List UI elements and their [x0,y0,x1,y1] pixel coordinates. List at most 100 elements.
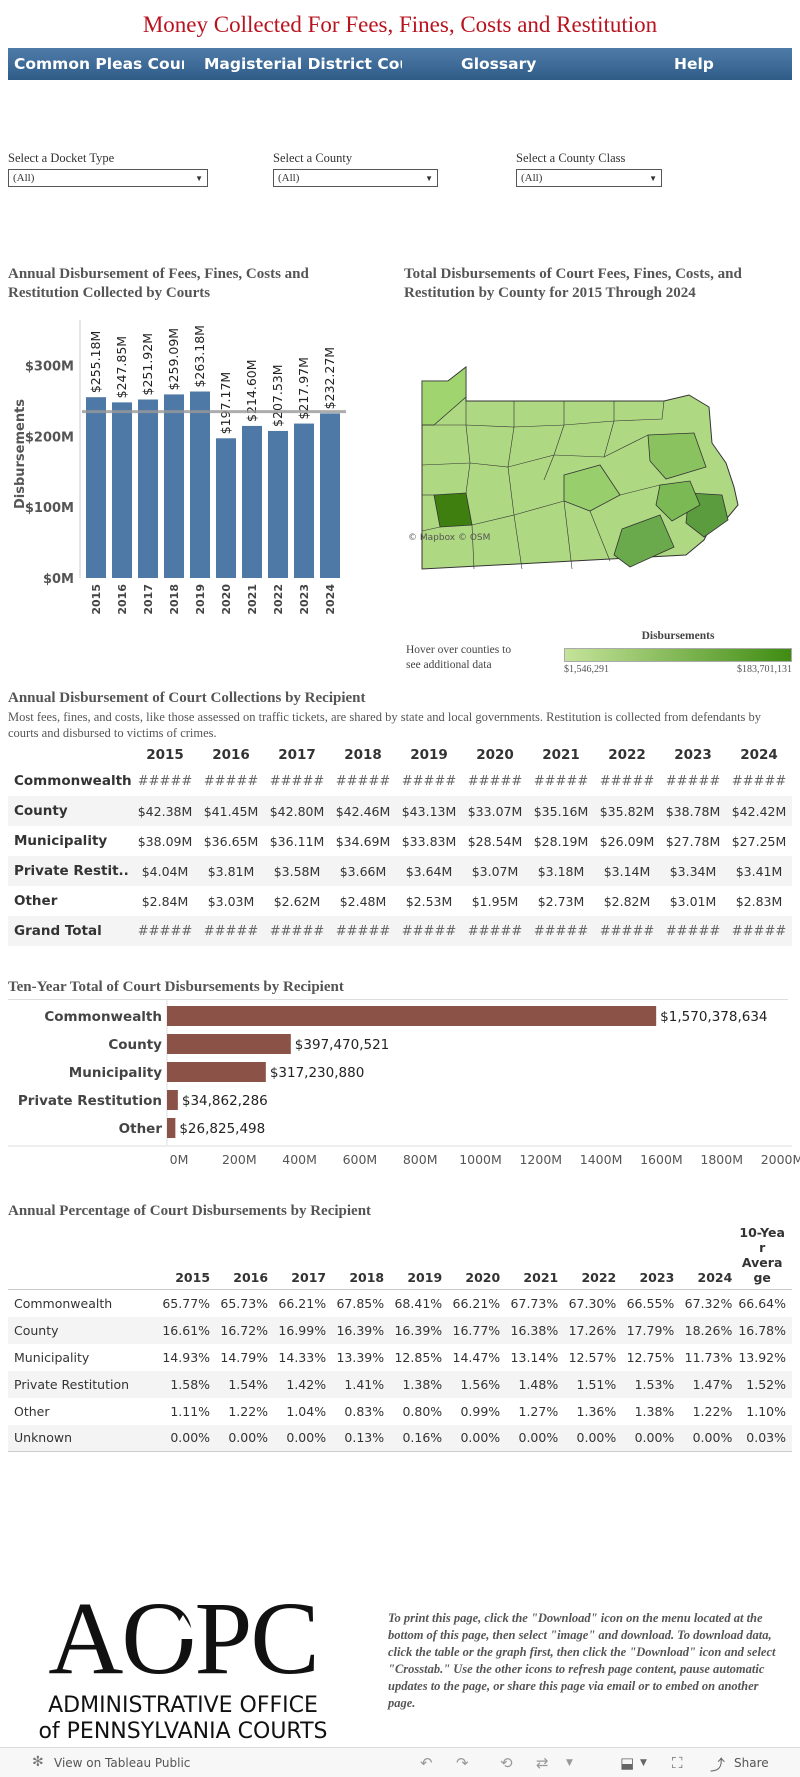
bar-private-restitution[interactable] [167,1090,178,1110]
pct-header: 2024 [697,1270,733,1285]
recipients-table[interactable]: 2015 2016 2017 2018 2019 2020 2021 2022 2023 2024… [8,744,792,946]
table-cell: 16.77% [448,1316,507,1344]
share-icon[interactable]: ⤴ [710,1756,726,1774]
redo-icon[interactable]: ↷ [456,1754,469,1772]
table-cell: $36.11M [269,833,325,849]
bar-2022[interactable] [268,430,288,578]
nav-common-pleas[interactable]: Common Pleas Courts [14,55,184,73]
tenyear-bar-chart[interactable]: Commonwealth $1,570,378,634 County $397,470… [0,1000,800,1172]
view-on-tableau-link[interactable]: View on Tableau Public [54,1756,191,1770]
category-label: Commonwealth [44,1009,162,1025]
table-row[interactable]: Unknown 0.00% 0.00% 0.00% 0.13% 0.16% 0.00% 0.0… [8,1424,792,1452]
bar-2024[interactable] [320,413,340,578]
table-row[interactable]: Commonwealth 65.77% 65.73% 66.21% 67.85% 68.4… [8,1289,792,1317]
bar-county[interactable] [167,1034,291,1054]
nav-glossary[interactable]: Glossary [461,55,537,73]
table-cell: $2.53M [405,893,453,909]
table-row[interactable]: County 16.61% 16.72% 16.99% 16.39% 16.39% 16.7… [8,1316,792,1344]
county-class-select[interactable]: (All) ▼ [516,169,662,187]
nav-magisterial-district[interactable]: Magisterial District Courts [204,55,402,73]
refresh-dropdown-icon[interactable]: ▼ [566,1758,573,1768]
docket-type-value: (All) [13,172,35,184]
table-cell: 1.38% [390,1370,449,1398]
bar-2015[interactable] [86,397,106,578]
download-dropdown-icon[interactable]: ▼ [640,1758,647,1768]
table-row[interactable]: Municipality $38.09M $36.65M $36.11M $34.69M… [8,826,792,856]
table-cell: 66.21% [278,1295,327,1311]
table-row[interactable]: Municipality 14.93% 14.79% 14.33% 13.39% 12.8… [8,1344,792,1371]
logo-triangle [168,1615,198,1639]
bar-value-label: $247.85M [114,336,129,398]
table-cell: 1.51% [564,1370,623,1398]
pct-header: 2017 [291,1270,327,1285]
download-icon[interactable]: ⬓ [620,1754,635,1772]
table-row[interactable]: Commonwealth ##### ##### ##### ##### ##### ###… [8,766,792,796]
table-row[interactable]: Private Restitution 1.58% 1.54% 1.42% 1.41% 1… [8,1370,792,1398]
county-berks-area[interactable] [655,480,701,522]
bar-municipality[interactable] [167,1062,266,1082]
county-central[interactable] [563,464,621,512]
bar-value-label: $217.97M [296,357,311,419]
bar-commonwealth[interactable] [167,1006,657,1026]
county-select[interactable]: (All) ▼ [273,169,438,187]
table-cell: 67.32% [684,1295,733,1311]
pct-header: 2020 [465,1270,501,1285]
share-button[interactable]: Share [734,1756,769,1770]
county-map[interactable]: © Mapbox © OSM [404,355,794,595]
year-header: 2015 [146,747,184,763]
table-cell: 0.80% [402,1403,443,1419]
year-header: 2017 [278,747,316,763]
recipients-description: Most fees, fines, and costs, like those … [8,710,762,740]
county-borders [421,400,665,570]
county-york-lancaster[interactable] [613,514,675,568]
nav-help[interactable]: Help [674,55,714,73]
table-cell: 16.38% [506,1316,565,1344]
bar-2017[interactable] [138,399,158,578]
county-luzerne-area[interactable] [647,432,707,480]
table-row[interactable]: County $42.38M $41.45M $42.80M $42.46M $43.13… [8,796,792,826]
table-cell: 16.99% [274,1316,333,1344]
table-cell: 11.73% [684,1349,733,1365]
table-cell: ##### [401,773,457,789]
table-row[interactable]: Other 1.11% 1.22% 1.04% 0.83% 0.80% 0.99% 1.27%… [8,1398,792,1425]
county-allegheny[interactable] [433,492,473,528]
table-row[interactable]: Other $2.84M $3.03M $2.62M $2.48M $2.53M $1.95… [8,886,792,916]
tableau-logo-icon: ✻ [32,1754,44,1770]
x-tick-label: 800M [403,1152,438,1167]
bar-2020[interactable] [216,438,236,578]
docket-type-select[interactable]: (All) ▼ [8,169,208,187]
revert-icon[interactable]: ⟲ [500,1754,513,1772]
logo-line2: of PENNSYLVANIA COURTS [38,1719,327,1740]
row-header: Commonwealth [14,773,132,789]
table-cell: $38.09M [137,833,193,849]
table-cell: 0.00% [622,1424,681,1452]
table-cell: 1.56% [448,1370,507,1398]
table-cell: $2.84M [141,893,189,909]
undo-icon[interactable]: ↶ [420,1754,433,1772]
table-row[interactable]: Grand Total ##### ##### ##### ##### ##### ####… [8,916,792,946]
table-cell: $3.01M [669,893,717,909]
year-header: 2016 [212,747,250,763]
table-row[interactable]: Private Restit.. $4.04M $3.81M $3.58M $3.66M… [8,856,792,886]
logo-line1: ADMINISTRATIVE OFFICE [48,1693,318,1718]
table-cell: $2.83M [735,893,783,909]
pct-header: 2016 [233,1270,269,1285]
table-cell: 65.73% [220,1295,269,1311]
table-cell: $3.81M [198,856,264,886]
fullscreen-icon[interactable]: ⛶ [672,1754,683,1772]
x-tick-label: 2018 [168,584,181,615]
table-cell: ##### [132,916,198,946]
bar-2023[interactable] [294,423,314,578]
table-cell: $3.34M [660,856,726,886]
bar-2021[interactable] [242,425,262,578]
chevron-down-icon: ▼ [649,173,657,183]
bar-2018[interactable] [164,394,184,578]
bar-2016[interactable] [112,402,132,578]
table-cell: ##### [660,916,726,946]
annual-bar-chart[interactable]: $0M $100M $200M $300M Disbursements $255.18M 2… [8,310,358,630]
percentage-table[interactable]: 2015 2016 2017 2018 2019 2020 2021 2022 2023 2024… [8,1225,792,1452]
bar-2019[interactable] [190,391,210,578]
bar-other[interactable] [167,1118,176,1138]
refresh-icon[interactable]: ⇄ [536,1754,549,1772]
table-cell: 68.41% [394,1295,443,1311]
